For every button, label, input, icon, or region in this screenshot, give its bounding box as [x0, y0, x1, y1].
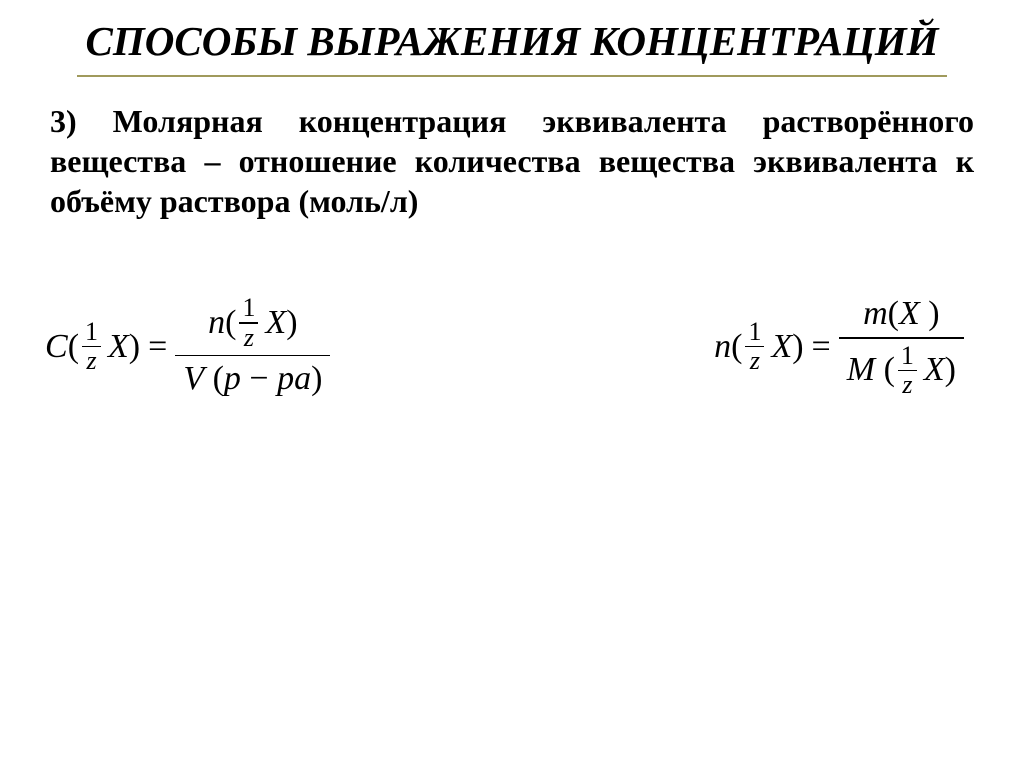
formula2-lhs: n ( 1 z X ): [714, 319, 803, 375]
denom-pa: pa: [277, 360, 311, 398]
equals-sign: =: [148, 328, 167, 366]
open-paren: (: [204, 360, 224, 398]
formula2-rhs-fraction: m ( X ) M ( 1 z X: [839, 291, 964, 402]
formula1-rhs-fraction: n ( 1 z X ) V ( p: [175, 291, 330, 402]
close-paren: ): [920, 295, 940, 333]
var-X: X: [108, 328, 129, 366]
var-X: X: [924, 351, 945, 389]
var-X: X: [899, 295, 920, 333]
numerator-func: n: [208, 304, 225, 342]
formula2-denominator: M ( 1 z X ): [839, 339, 964, 403]
open-paren: (: [875, 351, 895, 389]
numerator-func: m: [863, 295, 888, 333]
slide-title: СПОСОБЫ ВЫРАЖЕНИЯ КОНЦЕНТРАЦИЙ: [30, 18, 994, 65]
formulas-row: C ( 1 z X ) = n (: [0, 221, 1024, 402]
frac-den: z: [83, 348, 99, 374]
var-X: X: [771, 328, 792, 366]
close-paren: ): [129, 328, 140, 366]
title-area: СПОСОБЫ ВЫРАЖЕНИЯ КОНЦЕНТРАЦИЙ: [0, 18, 1024, 65]
frac-den: z: [899, 372, 915, 398]
frac-num: 1: [82, 319, 101, 345]
frac-den: z: [241, 325, 257, 351]
formula1-denominator: V ( p − pa ): [175, 356, 330, 402]
formula1-lhs-func: C: [45, 328, 68, 366]
minus-sign: −: [241, 360, 277, 398]
denom-arg: 1 z X: [895, 343, 945, 399]
slide-container: СПОСОБЫ ВЫРАЖЕНИЯ КОНЦЕНТРАЦИЙ 3) Молярн…: [0, 0, 1024, 767]
formula-1: C ( 1 z X ) = n (: [45, 291, 330, 402]
close-paren: ): [945, 351, 956, 389]
open-paren: (: [225, 304, 236, 342]
frac-1-over-z: 1 z: [745, 319, 764, 375]
frac-1-over-z: 1 z: [898, 343, 917, 399]
close-paren: ): [286, 304, 297, 342]
formula1-numerator: n ( 1 z X ): [200, 291, 305, 355]
formula2-numerator: m ( X ): [855, 291, 948, 337]
formula1-lhs: C ( 1 z X ): [45, 319, 140, 375]
body-text: 3) Молярная концентрация эквивалента рас…: [0, 77, 1024, 221]
denom-p: p: [224, 360, 241, 398]
formula2-lhs-arg: 1 z X: [742, 319, 792, 375]
open-paren: (: [731, 328, 742, 366]
frac-num: 1: [239, 295, 258, 321]
formula1-lhs-arg: 1 z X: [79, 319, 129, 375]
formula-2: n ( 1 z X ) = m ( X ): [714, 291, 964, 402]
frac-den: z: [747, 348, 763, 374]
numerator-arg: 1 z X: [236, 295, 286, 351]
formula2-lhs-func: n: [714, 328, 731, 366]
frac-num: 1: [898, 343, 917, 369]
open-paren: (: [68, 328, 79, 366]
frac-1-over-z: 1 z: [239, 295, 258, 351]
close-paren: ): [311, 360, 322, 398]
open-paren: (: [888, 295, 899, 333]
var-X: X: [265, 304, 286, 342]
denom-func: M: [847, 351, 875, 389]
frac-num: 1: [745, 319, 764, 345]
frac-1-over-z: 1 z: [82, 319, 101, 375]
equals-sign: =: [812, 328, 831, 366]
denom-V: V: [183, 360, 204, 398]
close-paren: ): [792, 328, 803, 366]
